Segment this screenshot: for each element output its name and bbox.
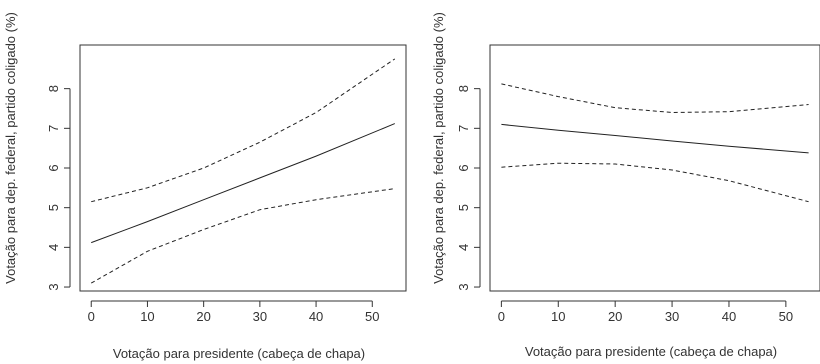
- x-tick-label-2-0: 0: [498, 309, 505, 324]
- x-tick-label-2-10: 10: [551, 309, 565, 324]
- fit-line-1: [91, 123, 395, 244]
- y-tick-label-2-7: 7: [456, 125, 471, 132]
- fit-line-2: [501, 123, 809, 154]
- x-tick-label-2-30: 30: [665, 309, 679, 324]
- x-tick-label-2-20: 20: [608, 309, 622, 324]
- x-tick-label-1-50: 50: [365, 309, 379, 324]
- y-tick-label-2-5: 5: [456, 204, 471, 211]
- y-tick-label-1-8: 8: [46, 85, 61, 92]
- y-tick-label-2-3: 3: [456, 283, 471, 290]
- plot-frame-2: [489, 44, 820, 292]
- x-axis-title-2: Votação para presidente (cabeça de chapa…: [525, 344, 777, 359]
- y-tick-label-1-5: 5: [46, 204, 61, 211]
- y-tick-label-2-6: 6: [456, 164, 471, 171]
- plot-frame-1: [79, 44, 407, 292]
- lower-band-line-1: [90, 188, 395, 284]
- y-tick-label-1-3: 3: [46, 283, 61, 290]
- y-axis-title-2: Votação para dep. federal, partido colig…: [431, 12, 446, 284]
- x-tick-label-1-10: 10: [140, 309, 154, 324]
- x-tick-label-2-50: 50: [779, 309, 793, 324]
- y-tick-label-2-8: 8: [456, 85, 471, 92]
- x-tick-label-2-40: 40: [722, 309, 736, 324]
- upper-band-line-1: [91, 58, 396, 203]
- x-tick-label-1-40: 40: [309, 309, 323, 324]
- x-tick-label-1-0: 0: [88, 309, 95, 324]
- y-tick-label-1-6: 6: [46, 164, 61, 171]
- upper-band-line-2: [501, 83, 809, 114]
- y-tick-label-2-4: 4: [456, 244, 471, 251]
- x-axis-title-1: Votação para presidente (cabeça de chapa…: [113, 346, 365, 361]
- lower-band-line-2: [501, 162, 809, 203]
- y-axis-title-1: Votação para dep. federal, partido colig…: [3, 12, 18, 284]
- x-tick-label-1-30: 30: [253, 309, 267, 324]
- x-tick-label-1-20: 20: [196, 309, 210, 324]
- y-tick-label-1-4: 4: [46, 244, 61, 251]
- y-tick-label-1-7: 7: [46, 125, 61, 132]
